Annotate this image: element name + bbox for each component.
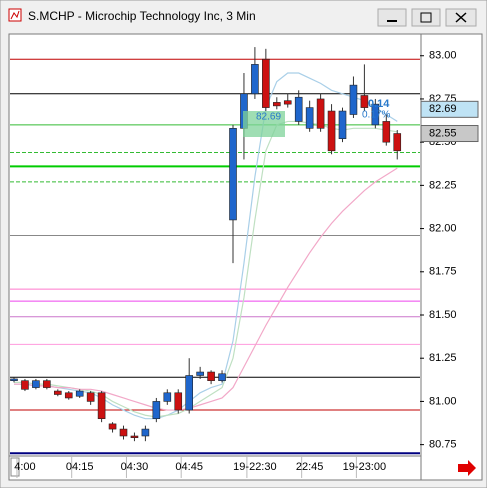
moving-average [14,167,398,411]
candle-body [283,100,292,105]
y-tick-label: 81.75 [429,266,457,278]
annotation-box [243,111,285,137]
candle-body [262,58,270,108]
window-buttons [377,8,477,27]
maximize-glyph [420,12,432,23]
window-title: S.MCHP - Microchip Technology Inc, 3 Min [28,9,256,23]
candle-body [229,128,237,221]
y-tick-label: 80.75 [429,439,457,451]
annotation: 82.69 [256,112,281,123]
candle-body [75,390,84,397]
minimize-button[interactable] [377,8,407,27]
x-tick-label: 04:15 [66,461,94,473]
candle-body [130,435,139,439]
candle-body [251,64,259,95]
scroll-right-arrow[interactable] [458,460,476,476]
candle-body [305,107,314,129]
annotation: 0.14 [368,98,390,110]
candle-body [218,373,226,381]
annotation: 0.17% [362,110,390,121]
price-marker [420,125,479,143]
y-tick-label: 82.25 [429,179,457,191]
y-tick-label: 81.50 [429,309,457,321]
x-tick-label: 19-22:30 [233,461,276,473]
y-tick-label: 83.00 [429,50,457,62]
candle-body [141,428,150,437]
candle-body [338,110,347,140]
candle-body [349,84,358,115]
maximize-button[interactable] [411,8,441,27]
y-tick-label: 81.25 [429,352,457,364]
candle-body [382,121,391,143]
price-marker-label: 82.55 [429,127,457,139]
candle-body [163,392,172,402]
x-tick-label: 04:45 [175,461,203,473]
candle-body [119,428,128,437]
candle-body [43,380,51,388]
candle-body [86,392,95,402]
candle-body [316,98,325,129]
scroll-handle[interactable] [10,457,20,477]
candle-body [152,401,161,420]
candle-body [10,378,18,381]
candle-body [108,423,117,430]
candle-body [327,110,336,152]
candle-body [294,96,303,122]
price-marker [420,100,479,118]
candle-body [53,390,62,395]
candle-body [371,103,380,126]
window-icon-glyph [10,10,20,20]
candle-body [21,380,29,390]
candle-body [196,371,204,376]
y-tick-label: 81.00 [429,395,457,407]
x-tick-label: 19-23:00 [343,461,386,473]
candle-body [207,371,215,381]
candle-body [32,380,40,388]
candle-body [97,392,106,420]
x-tick-label: 04:30 [121,461,149,473]
candle-body [64,392,73,399]
price-marker-label: 82.69 [429,103,457,115]
x-tick-label: 4:00 [14,461,35,473]
y-tick-label: 82.00 [429,222,457,234]
candle-body [174,392,183,411]
candle-body [185,375,193,411]
x-tick-label: 22:45 [296,461,324,473]
candle-body [272,102,281,107]
candle-body [393,133,402,152]
candle-body [360,95,369,108]
close-glyph [455,12,467,23]
